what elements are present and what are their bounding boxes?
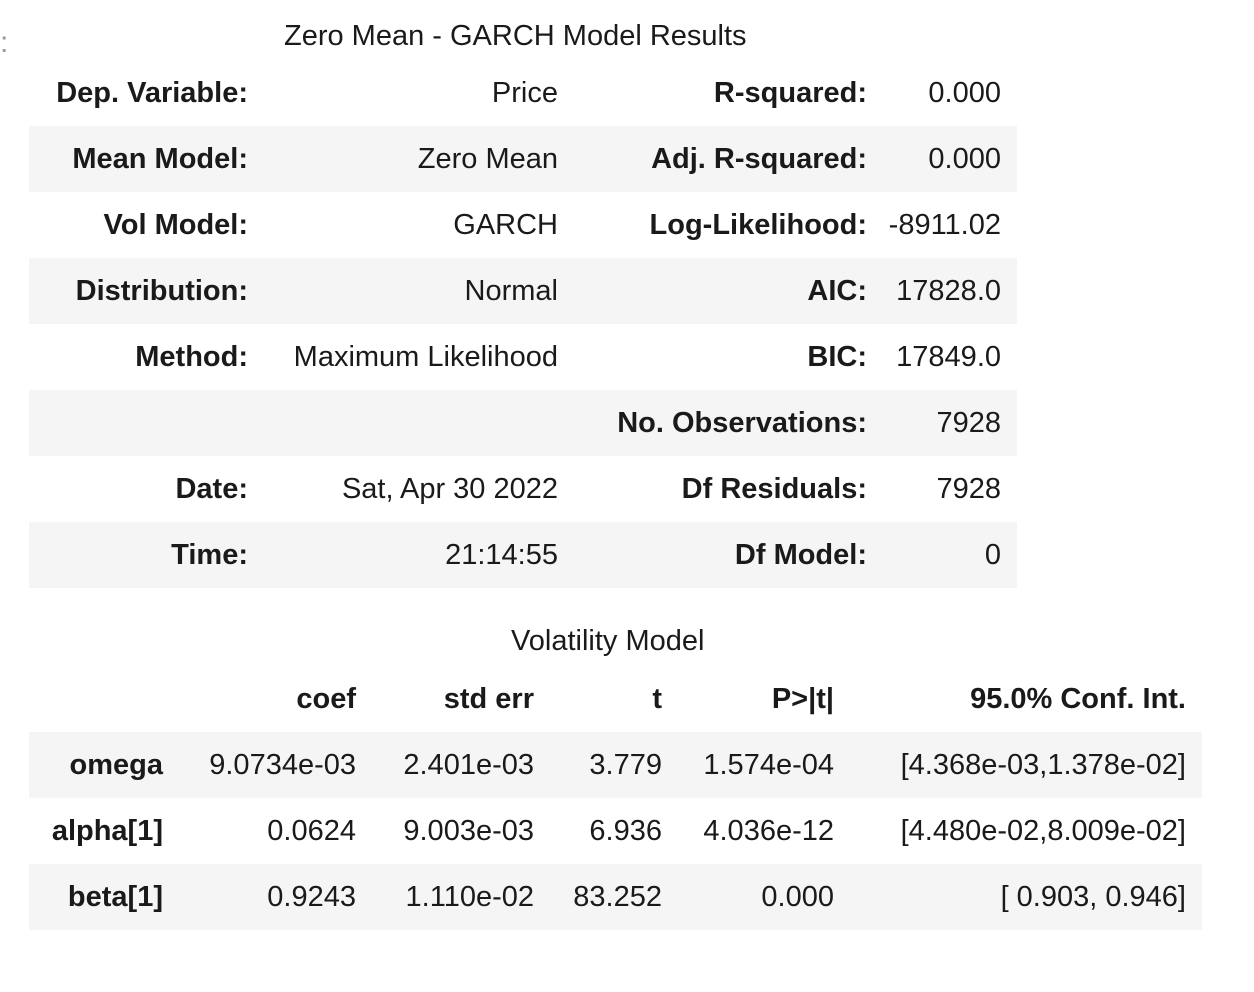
p-value: 1.574e-04	[678, 732, 850, 798]
param-name: beta[1]	[29, 864, 179, 930]
summary-value: Sat, Apr 30 2022	[341, 472, 558, 505]
summary-label: BIC:	[807, 340, 867, 373]
summary-value: 17849.0	[896, 340, 1001, 373]
p-value: 4.036e-12	[703, 814, 834, 847]
model-summary-table: Dep. Variable: Price R-squared: 0.000 Me…	[29, 60, 1017, 588]
summary-label: Distribution:	[29, 258, 264, 324]
summary-label: No. Observations:	[574, 390, 883, 456]
summary-label: Time:	[29, 522, 264, 588]
table-row: Time: 21:14:55 Df Model: 0	[29, 522, 1017, 588]
summary-label: AIC:	[574, 258, 883, 324]
summary-label: Method:	[135, 340, 248, 373]
table-row: Mean Model: Zero Mean Adj. R-squared: 0.…	[29, 126, 1017, 192]
conf-int-value: [ 0.903, 0.946]	[850, 864, 1202, 930]
summary-value	[264, 390, 574, 456]
table-row: No. Observations: 7928	[29, 390, 1017, 456]
summary-label: Log-Likelihood:	[649, 208, 867, 241]
column-header-p-value: P>|t|	[771, 682, 834, 715]
t-value: 3.779	[550, 732, 678, 798]
std-err-value: 1.110e-02	[372, 864, 550, 930]
summary-value: Zero Mean	[264, 126, 574, 192]
cell-output-marker: :	[0, 26, 9, 59]
t-value: 6.936	[589, 814, 662, 847]
summary-value: 7928	[883, 390, 1017, 456]
table-row: Method: Maximum Likelihood BIC: 17849.0	[29, 324, 1017, 390]
summary-label: Df Model:	[574, 522, 883, 588]
column-header-std-err: std err	[443, 682, 534, 715]
summary-value: Normal	[264, 258, 574, 324]
summary-label: R-squared:	[713, 76, 867, 109]
summary-value: Price	[491, 76, 558, 109]
summary-value: 7928	[936, 472, 1001, 505]
std-err-value: 2.401e-03	[372, 732, 550, 798]
summary-value: 0.000	[928, 76, 1001, 109]
conf-int-value: [4.480e-02,8.009e-02]	[900, 814, 1186, 847]
column-header-coef: coef	[296, 682, 356, 715]
table-row: beta[1] 0.9243 1.110e-02 83.252 0.000 [ …	[29, 864, 1202, 930]
summary-value: 17828.0	[883, 258, 1017, 324]
table-row: omega 9.0734e-03 2.401e-03 3.779 1.574e-…	[29, 732, 1202, 798]
coef-value: 9.0734e-03	[179, 732, 372, 798]
summary-value: -8911.02	[888, 208, 1001, 241]
param-name: alpha[1]	[51, 814, 163, 847]
summary-label: Mean Model:	[29, 126, 264, 192]
summary-label: Dep. Variable:	[56, 76, 248, 109]
summary-label: Vol Model:	[103, 208, 248, 241]
table-row: Vol Model: GARCH Log-Likelihood: -8911.0…	[29, 192, 1017, 258]
table-row: Distribution: Normal AIC: 17828.0	[29, 258, 1017, 324]
summary-label: Df Residuals:	[681, 472, 867, 505]
table-row: Dep. Variable: Price R-squared: 0.000	[29, 60, 1017, 126]
summary-value: GARCH	[453, 208, 558, 241]
summary-label	[29, 390, 264, 456]
column-header-conf-int: 95.0% Conf. Int.	[970, 682, 1186, 715]
volatility-model-table: coef std err t P>|t| 95.0% Conf. Int. om…	[29, 666, 1202, 930]
conf-int-value: [4.368e-03,1.378e-02]	[850, 732, 1202, 798]
summary-label: Adj. R-squared:	[574, 126, 883, 192]
coef-value: 0.9243	[179, 864, 372, 930]
summary-value: 0.000	[883, 126, 1017, 192]
summary-value: 21:14:55	[264, 522, 574, 588]
t-value: 83.252	[550, 864, 678, 930]
summary-value: Maximum Likelihood	[293, 340, 558, 373]
column-header-t: t	[652, 682, 662, 715]
summary-value: 0	[883, 522, 1017, 588]
std-err-value: 9.003e-03	[403, 814, 534, 847]
summary-label: Date:	[175, 472, 248, 505]
table-row: Date: Sat, Apr 30 2022 Df Residuals: 792…	[29, 456, 1017, 522]
coef-value: 0.0624	[267, 814, 356, 847]
summary-title: Zero Mean - GARCH Model Results	[284, 20, 747, 52]
column-header-param	[29, 666, 179, 732]
table-header-row: coef std err t P>|t| 95.0% Conf. Int.	[29, 666, 1202, 732]
table-row: alpha[1] 0.0624 9.003e-03 6.936 4.036e-1…	[29, 798, 1202, 864]
p-value: 0.000	[678, 864, 850, 930]
param-name: omega	[29, 732, 179, 798]
volatility-model-title: Volatility Model	[511, 625, 705, 657]
